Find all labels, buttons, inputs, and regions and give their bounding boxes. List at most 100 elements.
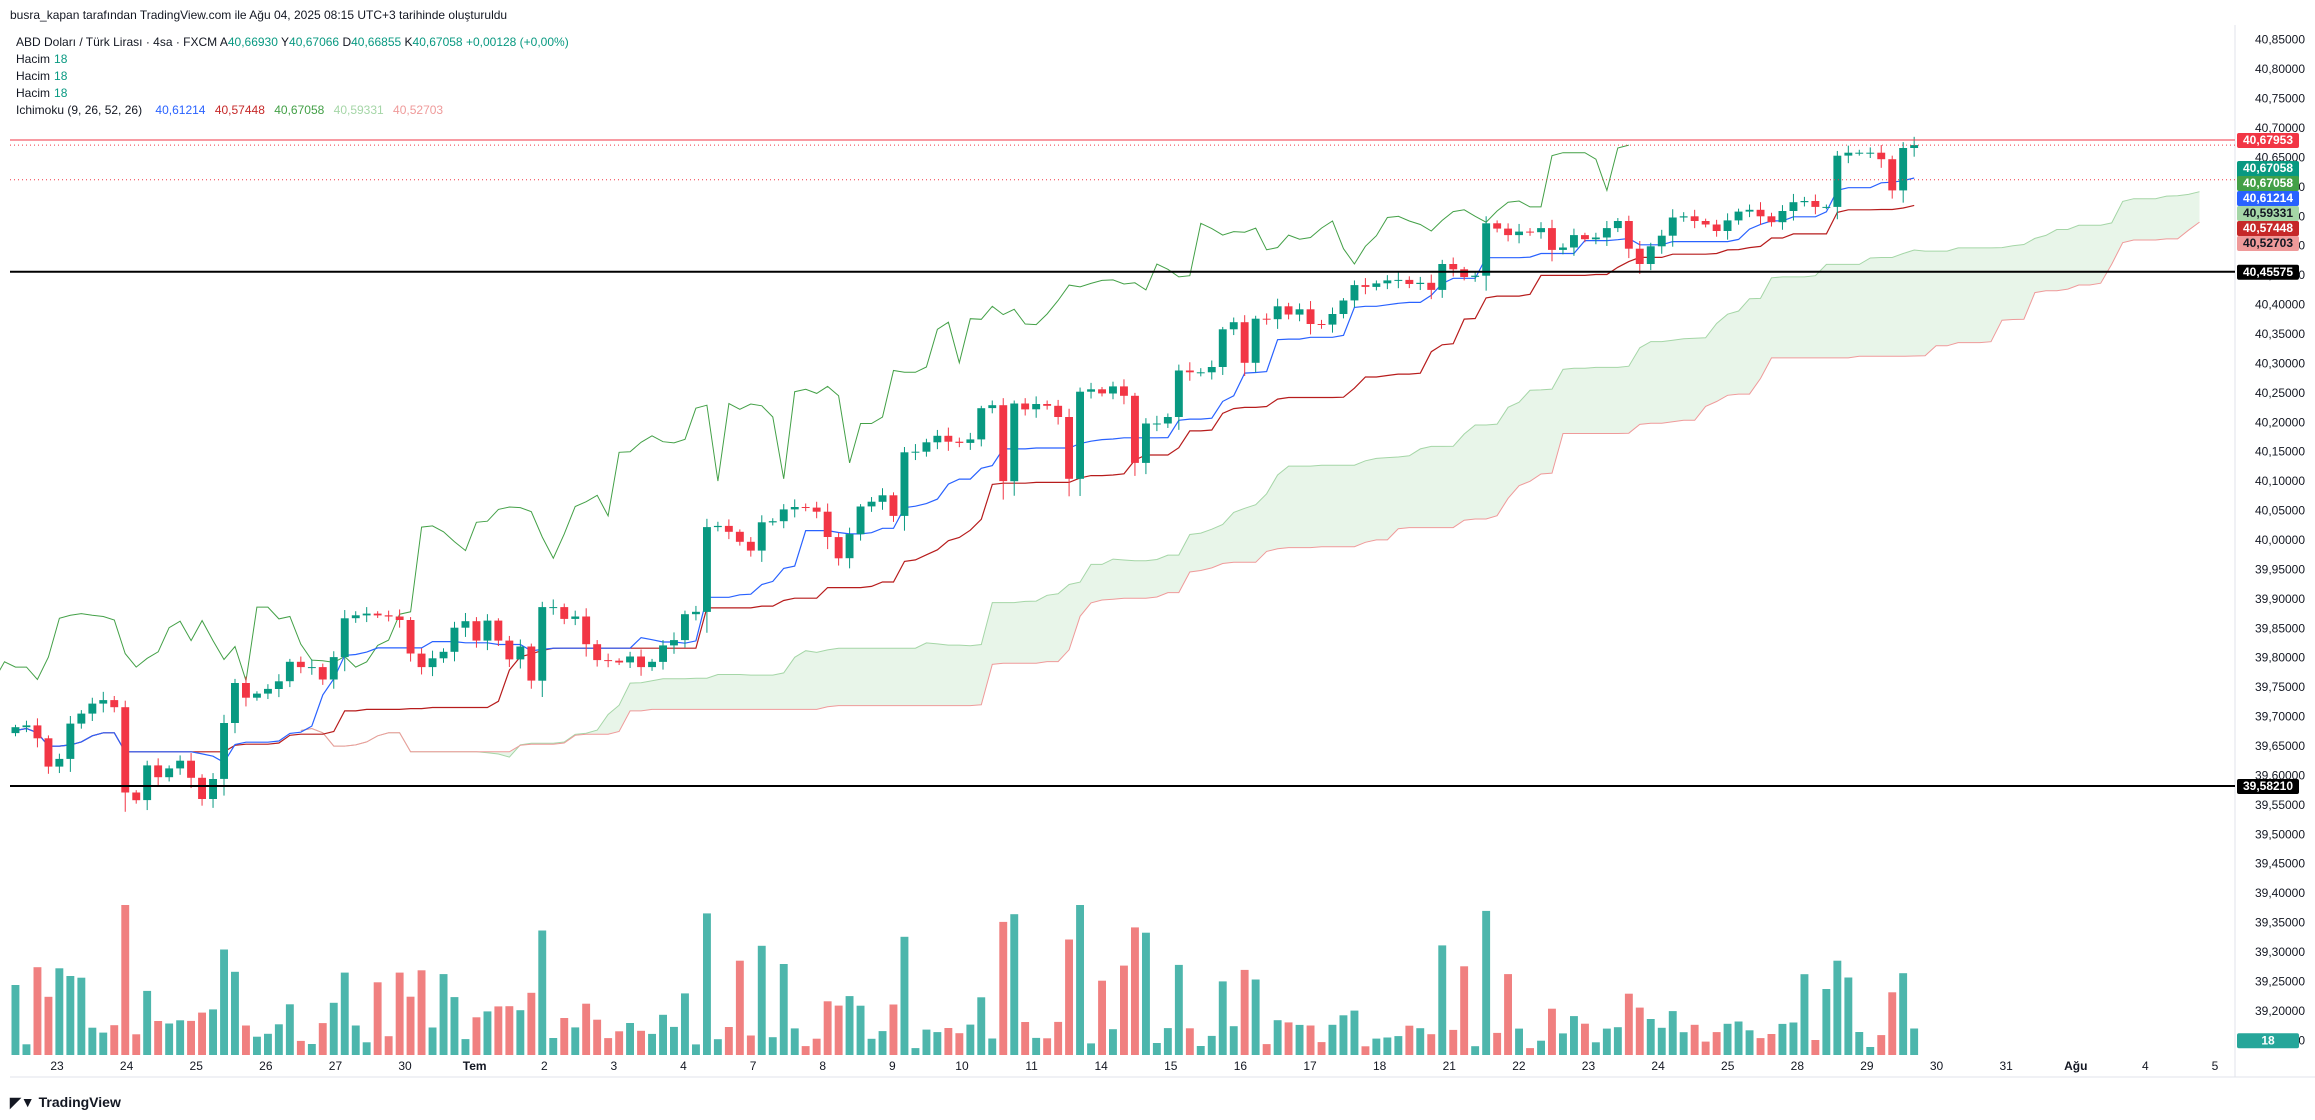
candle-body xyxy=(373,613,382,616)
volume-bar xyxy=(768,1037,777,1055)
ichimoku-tenkan-value: 40,61214 xyxy=(155,103,206,117)
volume-bar xyxy=(439,974,448,1055)
candle-body xyxy=(1910,145,1919,148)
candle-body xyxy=(11,727,20,734)
y-tick-label: 39,75000 xyxy=(2255,680,2305,694)
candle-body xyxy=(77,713,86,724)
candle-body xyxy=(88,703,97,714)
candle-body xyxy=(878,495,887,502)
candle-body xyxy=(1635,248,1644,264)
volume-bar xyxy=(1701,1041,1710,1055)
candle-body xyxy=(1613,221,1622,229)
volume-bar xyxy=(878,1031,887,1055)
volume-bar xyxy=(659,1014,667,1055)
volume-bar xyxy=(11,985,20,1055)
candle-body xyxy=(966,439,975,443)
candle-body xyxy=(724,525,733,532)
candle-body xyxy=(340,618,349,658)
volume-bar xyxy=(1657,1027,1666,1055)
volume-bar xyxy=(1548,1008,1556,1055)
y-tick-label: 40,05000 xyxy=(2255,504,2305,518)
candle-body xyxy=(132,792,141,801)
symbol-title[interactable]: ABD Doları / Türk Lirası · 4sa · FXCM xyxy=(16,35,218,49)
svg-text:40,67953: 40,67953 xyxy=(2243,133,2293,147)
y-tick-label: 39,20000 xyxy=(2255,1004,2305,1018)
volume-bar xyxy=(143,990,152,1055)
y-tick-label: 40,15000 xyxy=(2255,445,2305,459)
x-tick-label: 23 xyxy=(50,1059,64,1073)
candle-body xyxy=(121,707,130,793)
y-tick-label: 40,85000 xyxy=(2255,33,2305,47)
volume-bar xyxy=(340,972,349,1055)
candle-body xyxy=(1295,309,1304,315)
legend-volume-row-3[interactable]: Hacim 18 xyxy=(16,86,68,100)
ichimoku-spana-value: 40,59331 xyxy=(333,103,384,117)
candle-body xyxy=(22,725,31,728)
volume-bar xyxy=(1284,1022,1293,1055)
volume-bar xyxy=(1306,1025,1315,1055)
candle-body xyxy=(933,435,942,443)
candle-body xyxy=(615,660,624,663)
candle-body xyxy=(637,656,645,668)
y-tick-label: 39,90000 xyxy=(2255,592,2305,606)
ichimoku-kijun-line xyxy=(15,204,1915,753)
volume-bar xyxy=(1767,1034,1776,1055)
candle-body xyxy=(670,640,678,646)
volume-bar xyxy=(1394,1036,1403,1055)
candle-body xyxy=(351,615,360,619)
volume-bar xyxy=(1229,1026,1238,1055)
legend-volume-row-2[interactable]: Hacim 18 xyxy=(16,69,68,83)
volume-bar xyxy=(395,972,404,1055)
candle-body xyxy=(1581,235,1589,240)
volume-bar xyxy=(176,1020,185,1055)
volume-bar xyxy=(494,1006,503,1055)
volume-bar xyxy=(1339,1015,1348,1055)
candle-body xyxy=(1416,282,1425,284)
candle-body xyxy=(1218,329,1227,367)
volume-bar xyxy=(1032,1037,1041,1055)
volume-bar xyxy=(1251,979,1260,1055)
candle-body xyxy=(55,758,64,767)
volume-bar xyxy=(845,996,854,1055)
candle-body xyxy=(439,651,448,659)
candle-body xyxy=(1866,152,1875,154)
volume-bar xyxy=(922,1029,931,1055)
candle-body xyxy=(209,779,217,799)
svg-text:39,58210: 39,58210 xyxy=(2243,779,2293,793)
candle-body xyxy=(242,683,250,698)
candle-body xyxy=(1152,423,1161,425)
volume-bar xyxy=(977,997,986,1055)
volume-bar xyxy=(724,1027,733,1055)
svg-text:40,57448: 40,57448 xyxy=(2243,221,2293,235)
volume-bar xyxy=(1515,1028,1523,1055)
volume-bar xyxy=(1778,1023,1787,1055)
candle-body xyxy=(922,442,931,452)
x-tick-label: 16 xyxy=(1234,1059,1248,1073)
volume-bar xyxy=(428,1027,437,1055)
volume-bar xyxy=(1076,905,1084,1055)
volume-bar xyxy=(121,905,130,1055)
x-tick-label: 25 xyxy=(1721,1059,1735,1073)
volume-bar xyxy=(1679,1032,1688,1055)
volume-bar xyxy=(351,1025,360,1055)
candle-body xyxy=(1076,391,1084,479)
chart-legend: ABD Doları / Türk Lirası · 4sa · FXCM A4… xyxy=(16,34,569,119)
candle-body xyxy=(1888,159,1897,191)
candle-body xyxy=(746,541,755,551)
candle-body xyxy=(307,667,316,669)
legend-ichimoku-row[interactable]: Ichimoku (9, 26, 52, 26) 40,61214 40,574… xyxy=(16,103,444,117)
volume-bar xyxy=(88,1027,97,1055)
candle-body xyxy=(1240,322,1249,363)
volume-bar xyxy=(571,1027,580,1055)
x-tick-label: 9 xyxy=(889,1059,896,1073)
y-tick-label: 39,85000 xyxy=(2255,621,2305,635)
legend-volume-row-1[interactable]: Hacim 18 xyxy=(16,52,68,66)
svg-text:40,61214: 40,61214 xyxy=(2243,191,2293,205)
candle-body xyxy=(1690,216,1699,221)
candle-body xyxy=(703,527,711,612)
candle-body xyxy=(176,760,185,769)
candle-body xyxy=(1548,228,1556,250)
volume-bar xyxy=(274,1024,283,1055)
volume-bar xyxy=(1877,1035,1886,1055)
